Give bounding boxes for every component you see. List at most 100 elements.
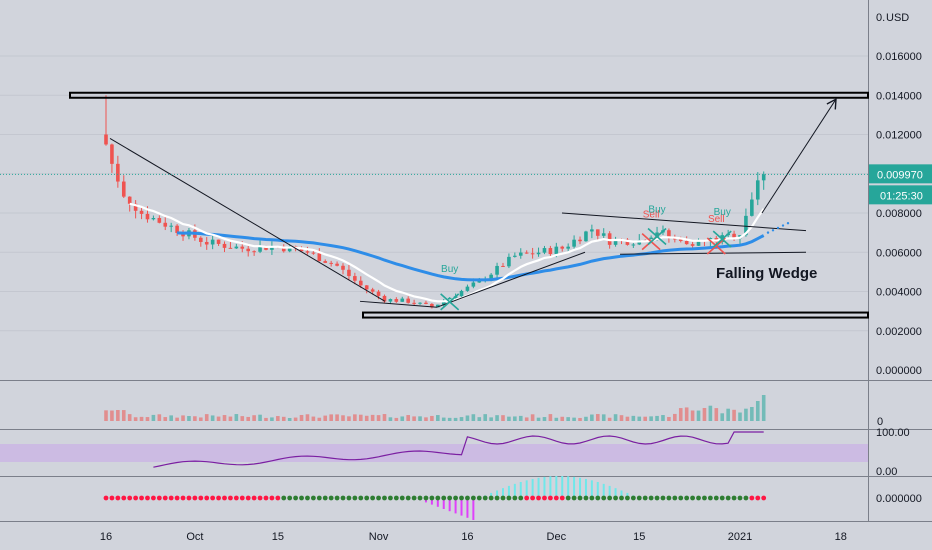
time-tick-label: Nov [369, 531, 389, 543]
momentum-dot [447, 495, 453, 501]
bottom-line[interactable] [359, 300, 438, 308]
momentum-dot [666, 495, 672, 501]
volume-bar [673, 413, 677, 421]
grid-lines [0, 55, 868, 332]
momentum-dot [613, 495, 618, 501]
candle-body [548, 248, 553, 255]
volume-bar [684, 407, 689, 421]
candle-body [465, 286, 470, 291]
momentum-dot [364, 495, 370, 501]
uptrend-line[interactable] [436, 251, 586, 308]
candle-body [151, 217, 156, 220]
momentum-dot [127, 495, 133, 501]
volume-bar [204, 414, 209, 421]
momentum-bar-positive [567, 476, 570, 498]
momentum-dot [222, 495, 227, 501]
volume-bar [607, 417, 612, 421]
momentum-dot [156, 495, 162, 501]
price-pane [0, 0, 868, 380]
candle-body [222, 243, 227, 248]
momentum-bar-positive [626, 492, 629, 498]
signal-cross-mark [706, 237, 726, 255]
support-box[interactable] [362, 311, 869, 319]
candle-body [388, 299, 393, 302]
volume-bar [400, 416, 405, 421]
momentum-dot [133, 495, 139, 501]
momentum-dot [577, 495, 583, 501]
momentum-dot [625, 495, 630, 501]
volume-bar [127, 414, 132, 421]
volume-bar [702, 407, 707, 421]
price-axis-panel[interactable] [868, 0, 932, 550]
momentum-dot [376, 495, 381, 501]
currency-label[interactable]: USD [886, 12, 909, 24]
candle-body [649, 237, 653, 242]
momentum-bar-positive [543, 476, 546, 498]
momentum-dot [648, 495, 654, 501]
volume-bar [388, 417, 393, 421]
volume-bar [507, 416, 511, 421]
momentum-dot [263, 495, 269, 501]
downtrend-line[interactable] [109, 137, 386, 302]
volume-bar [299, 414, 304, 421]
momentum-dot [257, 495, 263, 501]
volume-bar [418, 416, 422, 421]
volume-bar [720, 413, 725, 421]
momentum-bar-positive [501, 488, 504, 498]
momentum-dot [476, 495, 482, 501]
momentum-dot [636, 495, 642, 501]
momentum-dot [488, 495, 494, 501]
volume-bar [554, 417, 559, 421]
momentum-dot [453, 495, 458, 501]
candle-body [501, 265, 505, 267]
resistance-box[interactable] [69, 91, 869, 99]
candle-body [655, 232, 659, 238]
volume-bar [376, 415, 381, 421]
momentum-bar-positive [596, 481, 599, 498]
candle-body [335, 263, 339, 266]
momentum-dot [553, 495, 559, 501]
momentum-dot [506, 495, 512, 501]
volume-bar [181, 415, 185, 421]
candle-body [631, 244, 636, 246]
momentum-dot [494, 495, 500, 501]
candle-body [127, 196, 132, 204]
momentum-bar-positive [507, 485, 510, 498]
momentum-bar-negative [460, 498, 463, 516]
candle-body [430, 303, 434, 308]
volume-bar [495, 415, 499, 421]
signal-label: Buy [441, 264, 458, 275]
momentum-bar-negative [448, 498, 451, 512]
price-tick-label: 0.000000 [876, 365, 922, 377]
candle-body [436, 304, 440, 308]
volume-bar [524, 417, 529, 421]
falling-wedge-label[interactable]: Falling Wedge [716, 265, 817, 282]
momentum-dot [559, 495, 565, 501]
candle-body [412, 302, 416, 304]
projection-dot [766, 231, 770, 234]
price-tick-label: 0.014000 [876, 90, 922, 102]
volume-bar [483, 414, 488, 421]
last-price-badge [869, 164, 932, 184]
last-price-label: 0.009970 [877, 169, 923, 181]
candle-body [572, 239, 576, 247]
wedge-lower-line[interactable] [619, 251, 807, 255]
price-tick-label: 0.016000 [876, 51, 922, 63]
candle-body [228, 247, 233, 249]
candle-body [489, 274, 493, 280]
volume-bar [750, 407, 754, 421]
candle-body [305, 251, 310, 253]
momentum-histogram [419, 476, 635, 520]
candle-body [394, 299, 399, 302]
candle-body [376, 291, 381, 296]
momentum-bar-positive [537, 477, 540, 498]
target-arrow[interactable] [761, 97, 837, 214]
drawings[interactable] [69, 91, 869, 319]
signal-label: Sell [708, 214, 725, 225]
momentum-dot [654, 495, 660, 501]
volume-bar [222, 415, 227, 421]
wedge-upper-line[interactable] [561, 212, 807, 232]
momentum-dot [198, 495, 204, 501]
volume-bar [169, 415, 173, 421]
time-tick-label: 18 [835, 531, 847, 543]
